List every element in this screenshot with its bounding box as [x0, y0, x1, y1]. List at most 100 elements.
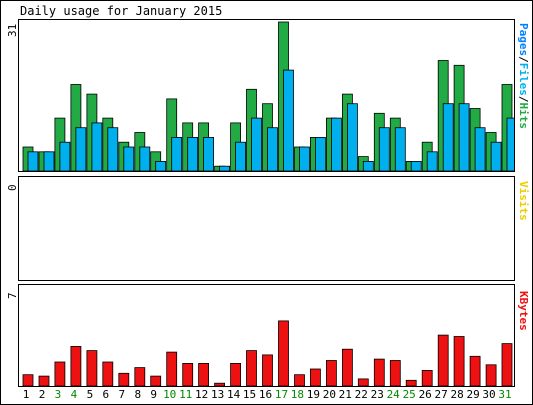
bar-files-day-5: [91, 122, 103, 171]
bar-kbytes-day-11: [182, 363, 194, 386]
bar-kbytes-day-16: [262, 354, 273, 386]
visits-panel: [18, 176, 515, 281]
bar-files-day-9: [155, 160, 167, 171]
bar-kbytes-day-17: [278, 320, 289, 386]
bar-files-day-8: [139, 146, 151, 171]
x-tick-label-day-4: 4: [70, 388, 78, 401]
bar-hits-day-10: [166, 98, 178, 171]
legend-kbytes: KBytes: [517, 291, 530, 331]
bar-kbytes-day-4: [70, 346, 82, 386]
bar-files-day-28: [458, 103, 470, 171]
bar-files-day-13: [219, 165, 231, 171]
bar-kbytes-day-27: [437, 334, 449, 386]
kbytes-ymax-label: 7: [6, 292, 19, 299]
bar-kbytes-day-5: [86, 350, 98, 386]
bar-kbytes-day-13: [214, 382, 226, 386]
x-tick-label-day-21: 21: [338, 388, 352, 401]
x-tick-label-day-12: 12: [194, 388, 209, 401]
bar-kbytes-day-14: [230, 363, 242, 386]
bar-kbytes-day-30: [485, 364, 497, 386]
x-tick-label-day-15: 15: [242, 388, 257, 401]
kbytes-panel: [18, 284, 515, 387]
x-tick-label-day-29: 29: [466, 388, 480, 401]
bar-files-day-24: [394, 127, 406, 171]
bar-kbytes-day-21: [341, 348, 353, 386]
bar-kbytes-day-20: [325, 360, 337, 386]
bar-files-day-10: [171, 137, 183, 171]
bar-files-day-16: [267, 127, 278, 171]
bar-kbytes-day-7: [118, 372, 130, 386]
bar-files-day-11: [187, 137, 199, 171]
bar-files-day-29: [474, 127, 486, 171]
kbytes-plot: [22, 320, 513, 386]
bar-kbytes-day-29: [469, 355, 481, 386]
bar-files-day-21: [346, 103, 358, 171]
x-tick-label-day-13: 13: [210, 388, 225, 401]
x-tick-label-day-23: 23: [370, 388, 384, 401]
bar-files-day-14: [235, 141, 247, 171]
bar-files-day-20: [330, 117, 342, 171]
bar-kbytes-day-25: [405, 379, 417, 386]
x-tick-label-day-2: 2: [38, 388, 46, 401]
hits-ymax-label: 31: [6, 23, 19, 37]
bar-kbytes-day-19: [309, 368, 321, 386]
x-axis-day-labels: 1 2 3 4 5 6 7 8 9 10 11 12 13 14 15 16 17 18 19 20 21 22 23 24 2…: [18, 388, 515, 402]
bar-files-day-6: [107, 127, 119, 171]
legend-sep-1: /: [517, 56, 530, 63]
x-tick-label-day-9: 9: [150, 388, 157, 401]
x-tick-label-day-14: 14: [226, 388, 241, 401]
chart-title: Daily usage for January 2015: [20, 4, 223, 18]
bar-files-day-2: [43, 151, 55, 171]
x-tick-label-day-25: 25: [402, 388, 416, 401]
x-tick-label-day-16: 16: [258, 388, 273, 401]
bar-files-day-23: [378, 127, 390, 171]
hits-plot: [22, 21, 514, 171]
hits-panel: [18, 19, 515, 172]
visits-ymax-label: 0: [6, 184, 19, 191]
bar-kbytes-day-12: [198, 363, 210, 386]
bar-kbytes-day-10: [166, 351, 178, 386]
x-tick-label-day-24: 24: [386, 388, 400, 401]
x-tick-label-day-1: 1: [22, 388, 30, 401]
legend-pages: Pages: [517, 23, 530, 57]
bar-files-day-26: [426, 151, 438, 171]
x-tick-label-day-27: 27: [434, 388, 448, 401]
bar-files-day-19: [314, 137, 326, 171]
bar-kbytes-day-9: [150, 375, 162, 386]
x-tick-label-day-11: 11: [179, 388, 193, 401]
visits-plot: [19, 177, 514, 280]
x-tick-label-day-28: 28: [450, 388, 464, 401]
bar-kbytes-day-8: [134, 367, 146, 386]
x-tick-label-day-22: 22: [354, 388, 368, 401]
bar-files-day-17: [283, 69, 294, 171]
x-tick-label-day-20: 20: [322, 388, 337, 401]
x-tick-label-day-30: 30: [482, 388, 496, 401]
bar-files-day-31: [506, 117, 514, 171]
bar-kbytes-day-6: [102, 361, 114, 386]
bar-files-day-12: [203, 137, 215, 171]
bar-files-day-25: [410, 160, 422, 171]
visits-legend: Visits: [517, 181, 530, 221]
kbytes-legend: KBytes: [517, 291, 530, 331]
bar-kbytes-day-2: [38, 375, 50, 386]
bar-files-day-15: [251, 117, 262, 171]
bar-files-day-3: [59, 141, 71, 171]
bar-kbytes-day-1: [22, 374, 34, 386]
bar-kbytes-day-24: [389, 360, 401, 386]
bar-kbytes-day-28: [453, 336, 465, 386]
x-tick-label-day-18: 18: [290, 388, 305, 401]
bar-kbytes-day-18: [294, 374, 305, 386]
bar-files-day-22: [362, 160, 374, 171]
hits-legend: Pages/Files/Hits: [517, 23, 530, 129]
x-tick-label-day-26: 26: [418, 388, 432, 401]
bar-files-day-18: [299, 146, 310, 171]
x-tick-label-day-5: 5: [86, 388, 94, 401]
legend-visits: Visits: [517, 181, 530, 221]
bar-files-day-7: [123, 146, 135, 171]
x-tick-label-day-10: 10: [163, 388, 177, 401]
x-tick-label-day-3: 3: [54, 388, 62, 401]
bar-files-day-4: [75, 127, 87, 171]
legend-files: Files: [517, 62, 530, 96]
x-tick-label-day-7: 7: [118, 388, 126, 401]
